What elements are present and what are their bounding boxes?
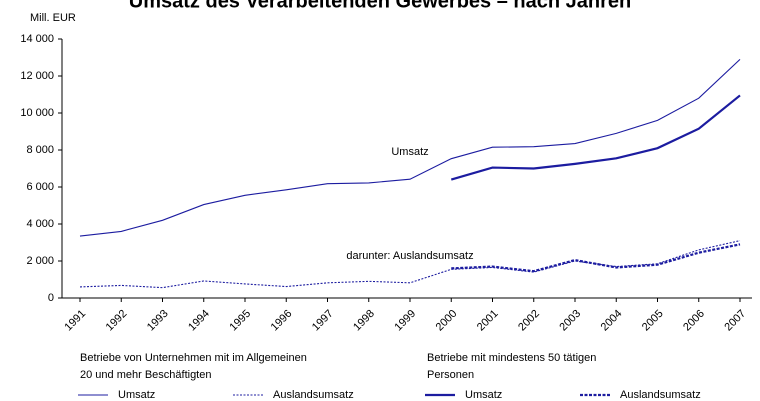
- x-tick-label: 1996: [269, 308, 295, 334]
- x-tick-label: 2001: [475, 308, 501, 334]
- y-tick-label: 6 000: [26, 181, 54, 193]
- series-line: [450, 94, 741, 181]
- x-tick-label: 1992: [104, 308, 130, 334]
- legend-group-title: Personen: [427, 369, 474, 381]
- y-tick-label: 2 000: [26, 255, 54, 267]
- y-tick-label: 14 000: [20, 33, 54, 45]
- x-tick-label: 2007: [722, 308, 748, 334]
- y-tick-label: 4 000: [26, 218, 54, 230]
- x-tick-label: 1991: [62, 308, 88, 334]
- x-tick-label: 2005: [640, 308, 666, 334]
- annotation: Umsatz: [391, 146, 428, 158]
- x-tick-label: 1999: [392, 308, 418, 334]
- legend-label: Umsatz: [465, 389, 502, 401]
- x-tick-label: 2004: [599, 308, 625, 334]
- x-tick-label: 1995: [227, 308, 253, 334]
- y-tick-label: 0: [48, 292, 54, 304]
- y-axis-label: Mill. EUR: [30, 12, 76, 24]
- legend-label: Umsatz: [118, 389, 155, 401]
- x-tick-label: 2006: [681, 308, 707, 334]
- series-line: [451, 243, 741, 273]
- y-tick-label: 8 000: [26, 144, 54, 156]
- chart-title: Umsatz des Verarbeitenden Gewerbes – nac…: [129, 0, 631, 12]
- legend-label: Auslandsumsatz: [273, 389, 354, 401]
- x-tick-label: 2000: [434, 308, 460, 334]
- y-tick-label: 12 000: [20, 70, 54, 82]
- series-line: [79, 240, 741, 289]
- y-tick-label: 10 000: [20, 107, 54, 119]
- legend-label: Auslandsumsatz: [620, 389, 701, 401]
- x-tick-label: 2002: [516, 308, 542, 334]
- x-tick-label: 1997: [310, 308, 336, 334]
- series-line: [79, 58, 741, 237]
- x-tick-label: 2003: [557, 308, 583, 334]
- x-tick-label: 1993: [145, 308, 171, 334]
- legend-group-title: Betriebe von Unternehmen mit im Allgemei…: [80, 352, 307, 364]
- x-tick-label: 1998: [351, 308, 377, 334]
- legend-group-title: 20 und mehr Beschäftigten: [80, 369, 211, 381]
- x-tick-label: 1994: [186, 308, 212, 334]
- annotation: darunter: Auslandsumsatz: [346, 250, 473, 262]
- legend-group-title: Betriebe mit mindestens 50 tätigen: [427, 352, 596, 364]
